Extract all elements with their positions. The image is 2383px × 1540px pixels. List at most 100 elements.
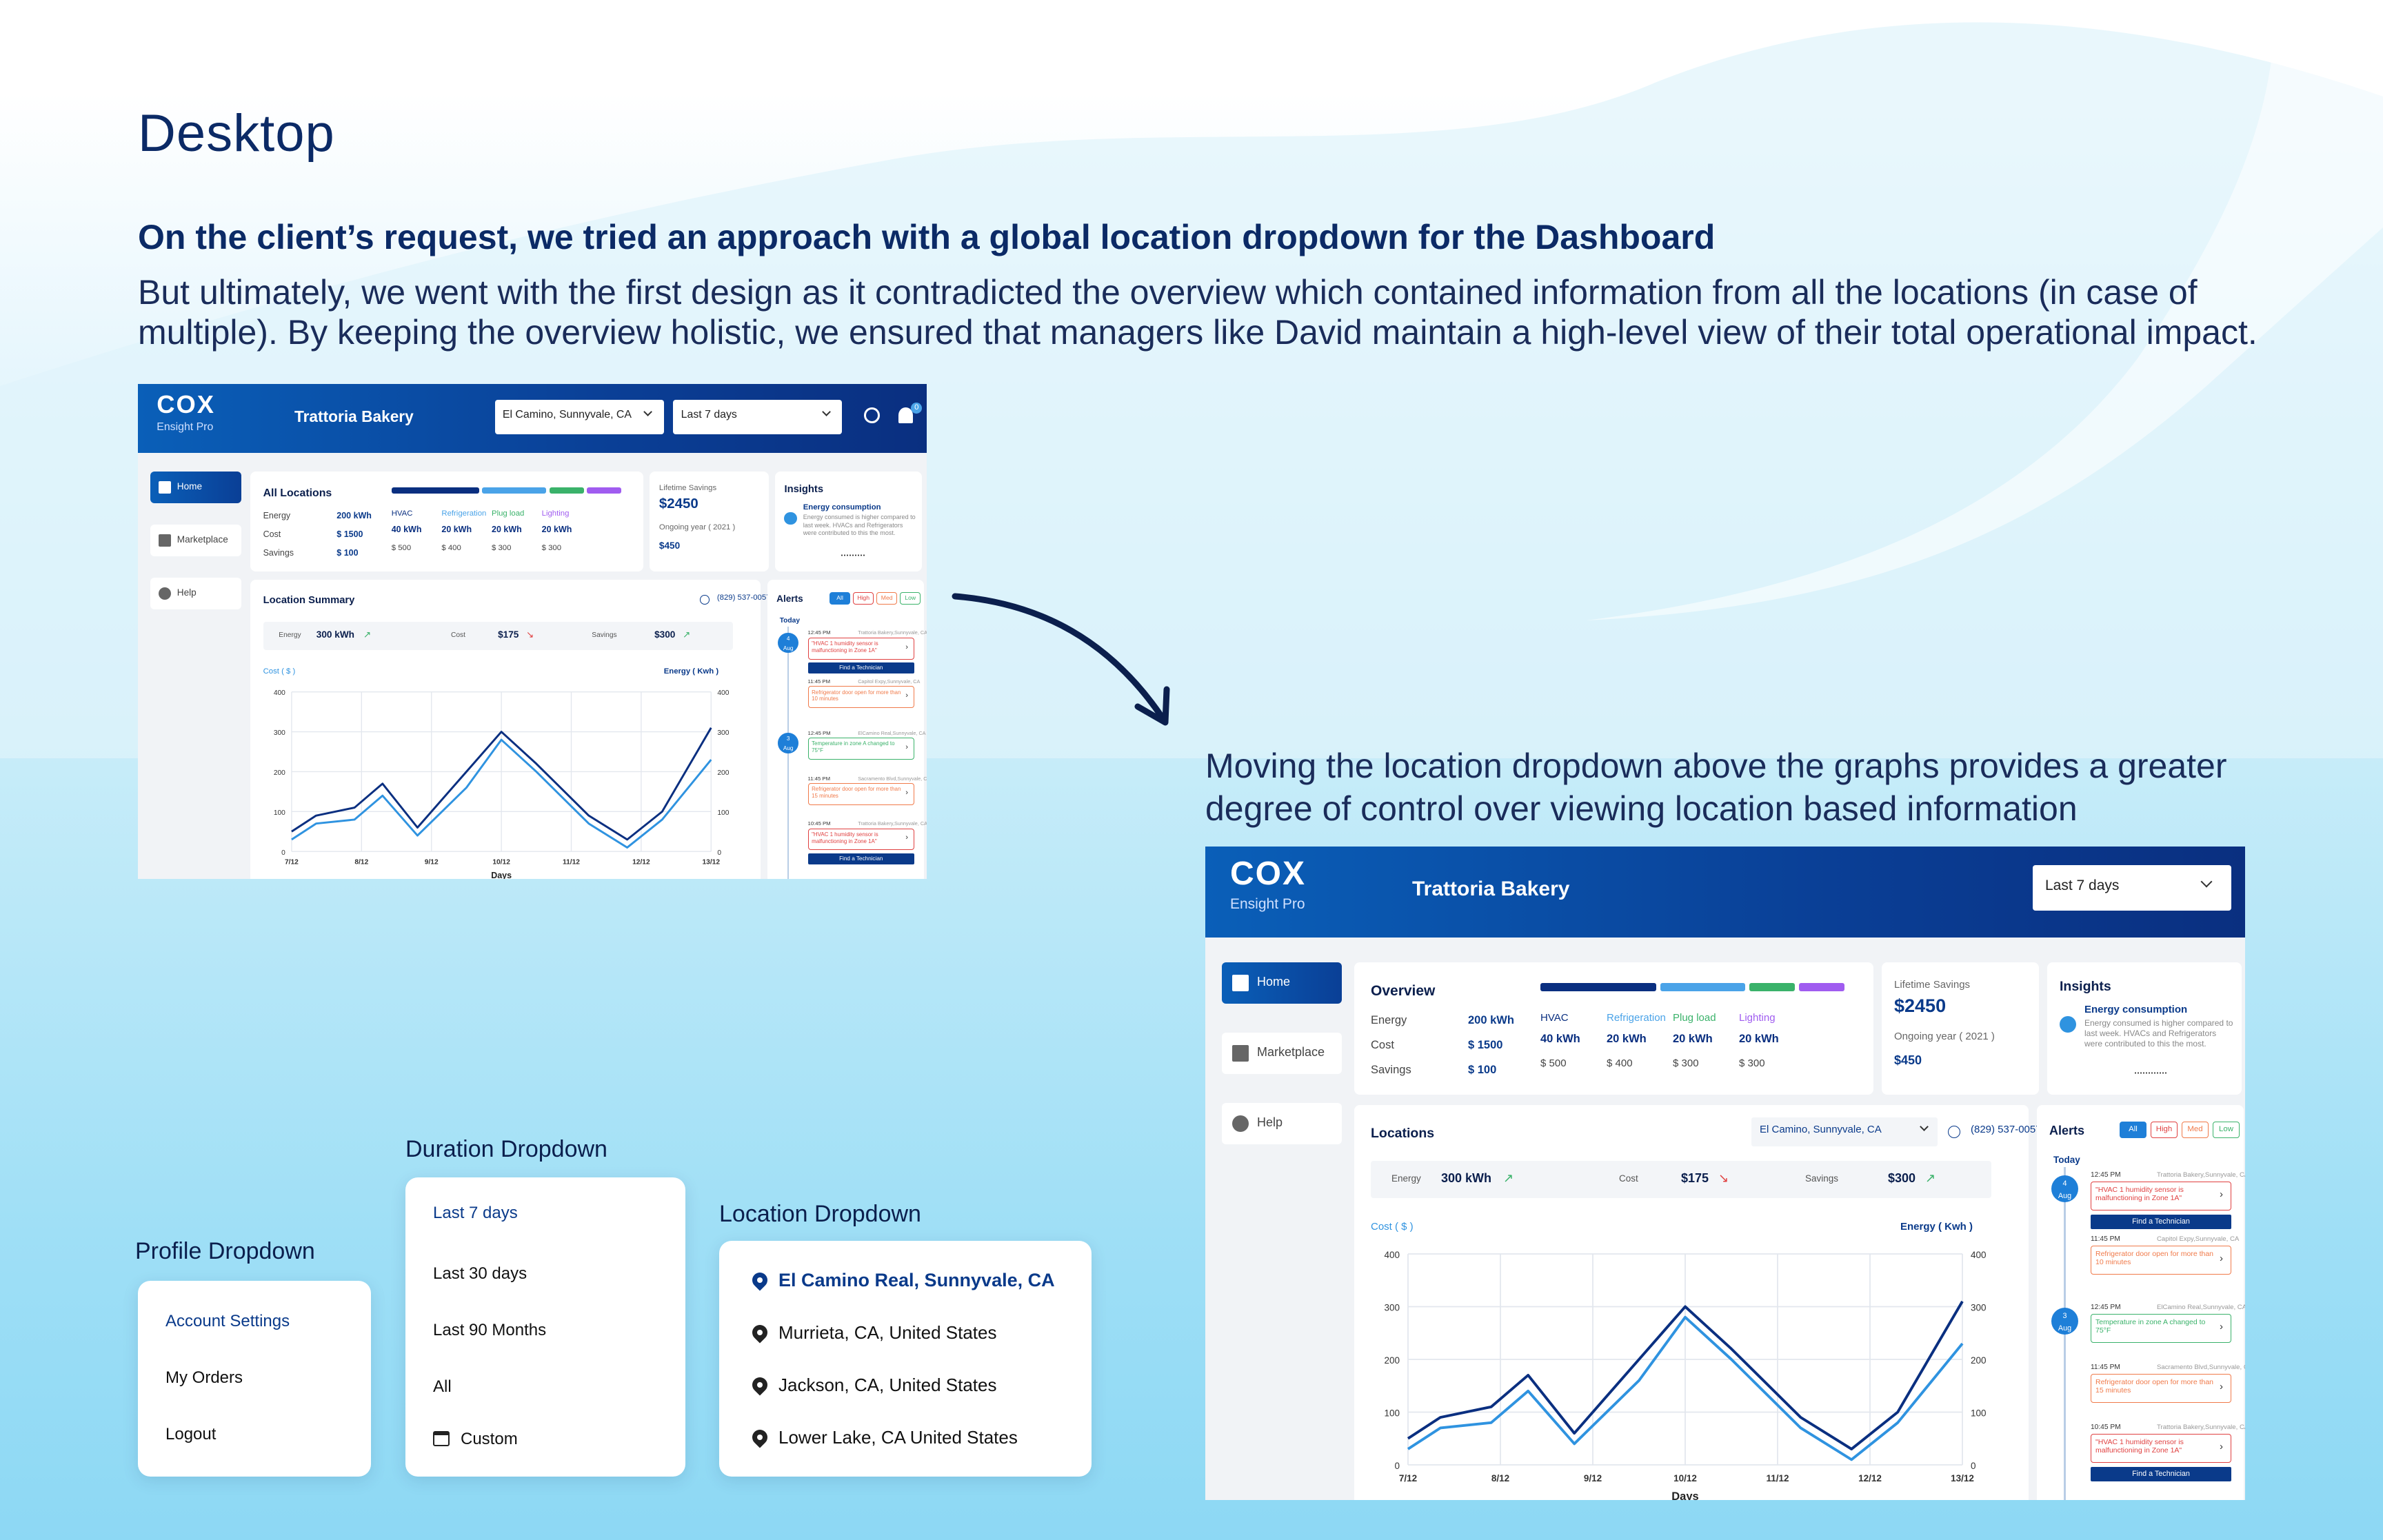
savings-label: Lifetime Savings [658, 484, 717, 493]
sidebar-item-help[interactable]: Help [1222, 1103, 1342, 1144]
energy-trend-icon: ↗ [363, 629, 372, 640]
category-energy: 40 kWh [391, 525, 422, 535]
alert-filter-all[interactable]: All [829, 591, 850, 605]
bell-icon[interactable] [898, 407, 913, 423]
carousel-dots[interactable] [841, 554, 866, 560]
profile-dropdown: Account Settings My Orders Logout [138, 1281, 371, 1477]
find-technician-button[interactable]: Find a Technician [2091, 1467, 2231, 1481]
y-tick-left: 100 [273, 809, 285, 817]
alert-item[interactable]: "HVAC 1 humidity sensor is malfunctionin… [807, 637, 914, 660]
sidebar-item-marketplace[interactable]: Marketplace [1222, 1033, 1342, 1074]
brand-logo[interactable]: COX [1230, 855, 1307, 892]
alert-date-badge: 4 Aug [778, 632, 798, 654]
alert-item[interactable]: Refrigerator door open for more than 15 … [2091, 1374, 2231, 1403]
find-technician-button[interactable]: Find a Technician [807, 853, 914, 864]
menu-item-my-orders[interactable]: My Orders [165, 1368, 243, 1387]
location-pin-icon [749, 1374, 771, 1396]
alert-filter-all[interactable]: All [2120, 1122, 2146, 1138]
location-select[interactable]: El Camino, Sunnyvale, CA [1751, 1117, 1938, 1146]
insight-bulb-icon [2060, 1016, 2076, 1033]
alert-item[interactable]: "HVAC 1 humidity sensor is malfunctionin… [807, 828, 914, 851]
alert-item[interactable]: "HVAC 1 humidity sensor is malfunctionin… [2091, 1182, 2231, 1210]
find-technician-button[interactable]: Find a Technician [807, 662, 914, 673]
location-select[interactable]: El Camino, Sunnyvale, CA [494, 399, 664, 434]
menu-item-last-90-months[interactable]: Last 90 Months [433, 1321, 547, 1339]
search-icon[interactable] [864, 407, 880, 423]
location-pin-icon [749, 1426, 771, 1448]
alert-item[interactable]: Refrigerator door open for more than 15 … [807, 782, 914, 805]
savings-label: Lifetime Savings [1894, 979, 1971, 991]
alert-item[interactable]: "HVAC 1 humidity sensor is malfunctionin… [2091, 1434, 2231, 1463]
alert-time: 11:45 PM [2091, 1235, 2120, 1243]
insights-title: Insights [2060, 979, 2111, 994]
category-name: Lighting [541, 509, 570, 518]
category-cost: $ 300 [541, 543, 562, 552]
alert-filter-med[interactable]: Med [2182, 1122, 2209, 1138]
y-tick-left: 300 [1384, 1303, 1400, 1313]
insight-item-text: Energy consumed is higher compared to la… [2084, 1018, 2233, 1048]
category-bar-0 [1540, 983, 1656, 991]
y-tick-right: 300 [1971, 1303, 1987, 1313]
alert-filter-high[interactable]: High [2151, 1122, 2178, 1138]
insights-card: Insights Energy consumption Energy consume… [2047, 962, 2242, 1095]
menu-item-custom[interactable]: Custom [461, 1430, 518, 1448]
overview-total: $ 100 [336, 548, 359, 558]
category-cost: $ 300 [1673, 1057, 1699, 1069]
y-tick-right: 0 [1971, 1461, 1976, 1471]
alert-place: Trattoria Bakery,Sunnyvale, CA [858, 820, 927, 827]
alert-filter-low[interactable]: Low [900, 591, 921, 605]
alerts-today: Today [2053, 1155, 2080, 1165]
sidebar-item-home[interactable]: Home [1222, 962, 1342, 1004]
alert-item[interactable]: Temperature in zone A changed to 75°F › [2091, 1314, 2231, 1343]
alert-place: ElCamino Real,Sunnyvale, CA [858, 729, 926, 736]
carousel-dots[interactable] [2134, 1072, 2167, 1078]
menu-item-location-0[interactable]: El Camino Real, Sunnyvale, CA [749, 1269, 1076, 1293]
sidebar-item-marketplace[interactable]: Marketplace [150, 525, 241, 556]
insight-item-title: Energy consumption [2084, 1004, 2188, 1015]
alert-filter-med[interactable]: Med [876, 591, 897, 605]
alert-item[interactable]: Refrigerator door open for more than 10 … [807, 686, 914, 708]
insights-card: Insights Energy consumption Energy consume… [774, 472, 923, 572]
brand-subtitle: Ensight Pro [157, 421, 214, 434]
alert-filter-low[interactable]: Low [2213, 1122, 2240, 1138]
brand-logo[interactable]: COX [157, 390, 215, 419]
menu-item-last-7-days[interactable]: Last 7 days [433, 1204, 518, 1222]
overview-card: Overview Energy 200 kWh Cost $ 1500 Savings $ … [1354, 962, 1873, 1095]
alert-time: 12:45 PM [807, 629, 831, 636]
alert-item[interactable]: Temperature in zone A changed to 75°F › [807, 738, 914, 760]
menu-item-all[interactable]: All [433, 1377, 452, 1396]
y-tick-right: 200 [1971, 1355, 1987, 1366]
savings-period-value: $450 [1894, 1053, 1922, 1067]
insight-item-text: Energy consumed is higher compared to la… [803, 514, 916, 537]
duration-dropdown-title: Duration Dropdown [405, 1136, 607, 1162]
menu-item-last-30-days[interactable]: Last 30 days [433, 1264, 527, 1283]
category-bar-3 [1799, 983, 1844, 991]
menu-item-location-2[interactable]: Jackson, CA, United States [749, 1374, 1076, 1398]
cost-trend-icon: ↘ [525, 629, 534, 640]
find-technician-button[interactable]: Find a Technician [2091, 1215, 2231, 1229]
alert-item[interactable]: Refrigerator door open for more than 10 … [2091, 1246, 2231, 1275]
category-name: Plug load [1673, 1012, 1716, 1024]
alert-time: 12:45 PM [807, 729, 831, 736]
sidebar-item-label: Help [177, 587, 197, 598]
duration-select[interactable]: Last 7 days [673, 399, 843, 434]
energy-cost-line-chart: 0 0 100 100 200 200 300 300 400 400 7/12 8/12 9/12 10… [273, 690, 729, 879]
alert-filter-high[interactable]: High [853, 591, 874, 605]
sidebar-item-help[interactable]: Help [150, 578, 241, 609]
chevron-down-icon [643, 407, 653, 417]
sidebar-item-home[interactable]: Home [150, 472, 241, 503]
menu-item-account-settings[interactable]: Account Settings [165, 1312, 290, 1330]
menu-item-logout[interactable]: Logout [165, 1425, 217, 1443]
menu-item-location-3[interactable]: Lower Lake, CA United States [749, 1426, 1076, 1450]
menu-item-location-1[interactable]: Murrieta, CA, United States [749, 1321, 1076, 1346]
dashboard-global-location: COX Ensight Pro Trattoria Bakery El Camino,… [138, 384, 927, 879]
duration-select[interactable]: Last 7 days [2033, 865, 2231, 911]
y-tick-right: 100 [717, 809, 729, 817]
alert-place: ElCamino Real,Sunnyvale, CA [2157, 1304, 2245, 1311]
find-technician-label: Find a Technician [2132, 1217, 2190, 1226]
business-name: Trattoria Bakery [294, 407, 414, 426]
phone-number: (829) 537-0057 [1971, 1124, 2042, 1135]
alert-place: Trattoria Bakery,Sunnyvale, CA [2157, 1424, 2245, 1431]
alert-date-month: Aug [783, 645, 794, 651]
summary-title: Locations [1371, 1126, 1435, 1141]
